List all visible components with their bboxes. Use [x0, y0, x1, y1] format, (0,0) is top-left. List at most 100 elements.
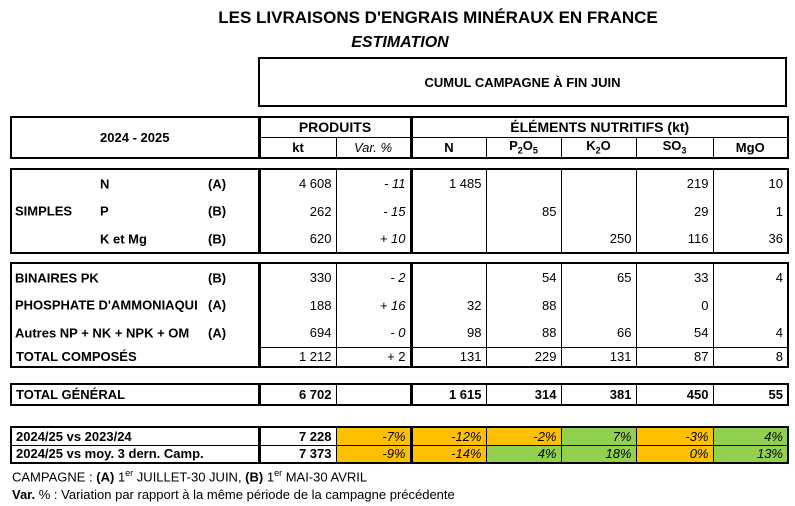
p2o5-cell [485, 225, 562, 253]
kt-cell: 6 702 [258, 383, 337, 406]
p2o5-cell: 54 [485, 263, 562, 291]
period-box: CUMUL CAMPAGNE À FIN JUIN [258, 57, 787, 107]
k2o-cell [560, 169, 637, 197]
var-cell: -9% [335, 444, 413, 464]
so3-cell: 450 [635, 383, 714, 406]
mgo-cell: 1 [712, 197, 789, 225]
footer-campaign-note: CAMPAGNE : (A) 1er JUILLET-30 JUIN, (B) … [12, 468, 368, 485]
mgo-cell: 13% [712, 444, 789, 464]
campaign-code: (B) [208, 231, 227, 246]
table-row: SIMPLES P (B) 262- 15 85 29 1 [10, 197, 789, 225]
header-table: 2024 - 2025 PRODUITS ÉLÉMENTS NUTRITIFS … [10, 116, 789, 159]
page-subtitle: ESTIMATION [351, 34, 449, 51]
kt-cell: 262 [258, 197, 337, 225]
mgo-cell [712, 291, 789, 319]
table-row: BINAIRES PK (B) 330- 2 54 65 33 4 [10, 263, 789, 291]
var-cell: + 16 [335, 291, 413, 319]
row-label: TOTAL COMPOSÉS [10, 347, 261, 368]
comparison-table: 2024/25 vs 2023/24 7 228 -7% -12% -2% 7% -3%… [10, 426, 789, 464]
row-label: PHOSPHATE D'AMMONIAQUI [15, 297, 198, 313]
mgo-cell: 55 [712, 383, 789, 406]
mgo-cell: 4 [712, 263, 789, 291]
n-cell: -14% [410, 444, 487, 464]
n-cell: 1 485 [410, 169, 487, 197]
kt-cell: 4 608 [258, 169, 337, 197]
p2o5-cell: 4% [485, 444, 562, 464]
kt-cell: 620 [258, 225, 337, 253]
footer-var-note: Var. % : Variation par rapport à la même… [12, 487, 455, 502]
total-composes-row: TOTAL COMPOSÉS 1 212 + 2 131 229 131 87 8 [10, 346, 789, 368]
so3-cell: 29 [635, 197, 714, 225]
n-cell: 1 615 [410, 383, 487, 406]
p2o5-header: P2O5 [485, 136, 562, 159]
k2o-cell: 65 [560, 263, 637, 291]
kt-cell: 7 228 [258, 426, 337, 446]
row-label: N [100, 176, 110, 191]
n-cell: 32 [410, 291, 487, 319]
so3-cell: 33 [635, 263, 714, 291]
n-cell [410, 263, 487, 291]
k2o-cell: 250 [560, 225, 637, 253]
kt-header: kt [258, 136, 337, 159]
produits-header: PRODUITS [258, 116, 413, 138]
so3-cell: 0% [635, 444, 714, 464]
mgo-cell: 4% [712, 426, 789, 446]
n-cell: -12% [410, 426, 487, 446]
table-row: Autres NP + NK + NPK + OM (A) 694- 0 98 88… [10, 319, 789, 347]
k2o-cell [560, 291, 637, 319]
k2o-cell: 18% [560, 444, 637, 464]
mgo-cell: 4 [712, 319, 789, 347]
k2o-cell: 7% [560, 426, 637, 446]
composes-table: BINAIRES PK (B) 330- 2 54 65 33 4 PHOSPHATE … [10, 262, 789, 368]
campaign-code: (A) [208, 176, 227, 191]
mgo-cell: 10 [712, 169, 789, 197]
p2o5-cell: 85 [485, 197, 562, 225]
var-cell: + 10 [335, 225, 413, 253]
total-general-row: TOTAL GÉNÉRAL 6 702 1 615 314 381 450 55 [10, 383, 789, 406]
total-general-table: TOTAL GÉNÉRAL 6 702 1 615 314 381 450 55 [10, 383, 789, 406]
k2o-cell [560, 197, 637, 225]
var-cell: -7% [335, 426, 413, 446]
so3-cell: 219 [635, 169, 714, 197]
p2o5-cell: 229 [485, 346, 562, 368]
simples-table: N (A) 4 608- 11 1 485 219 10 SIMPLES P (B) 26… [10, 168, 789, 254]
mgo-cell: 36 [712, 225, 789, 253]
var-cell [335, 383, 413, 406]
kt-cell: 330 [258, 263, 337, 291]
mgo-cell: 8 [712, 346, 789, 368]
var-header: Var. % [335, 136, 413, 159]
group-label: SIMPLES [15, 203, 73, 219]
page-title: LES LIVRAISONS D'ENGRAIS MINÉRAUX EN FRA… [218, 8, 658, 27]
campaign-code: (B) [208, 203, 227, 219]
p2o5-cell: -2% [485, 426, 562, 446]
so3-cell: 87 [635, 346, 714, 368]
k2o-header: K2O [560, 136, 637, 159]
k2o-cell: 66 [560, 319, 637, 347]
elements-header: ÉLÉMENTS NUTRITIFS (kt) [410, 116, 789, 138]
kt-cell: 7 373 [258, 444, 337, 464]
var-cell: + 2 [335, 346, 413, 368]
kt-cell: 1 212 [258, 346, 337, 368]
row-label: 2024/25 vs moy. 3 dern. Camp. [10, 444, 261, 464]
row-label: K et Mg [100, 231, 147, 246]
kt-cell: 188 [258, 291, 337, 319]
n-cell [410, 225, 487, 253]
n-cell [410, 197, 487, 225]
campaign-code: (B) [208, 270, 227, 285]
row-label: TOTAL GÉNÉRAL [10, 383, 261, 406]
table-row: K et Mg (B) 620 + 10 250 116 36 [10, 225, 789, 253]
table-row: N (A) 4 608- 11 1 485 219 10 [10, 169, 789, 197]
var-cell: - 15 [335, 197, 413, 225]
row-label: Autres NP + NK + NPK + OM [15, 325, 190, 341]
table-row: PHOSPHATE D'AMMONIAQUI (A) 188 + 16 32 88 0 [10, 291, 789, 319]
row-label: BINAIRES PK [15, 270, 99, 285]
k2o-cell: 381 [560, 383, 637, 406]
var-cell: - 0 [335, 319, 413, 347]
campaign-code: (A) [208, 325, 227, 341]
row-label: 2024/25 vs 2023/24 [10, 426, 261, 446]
mgo-header: MgO [712, 136, 789, 159]
so3-cell: 54 [635, 319, 714, 347]
so3-header: SO3 [635, 136, 714, 159]
p2o5-cell [485, 169, 562, 197]
var-cell: - 2 [335, 263, 413, 291]
